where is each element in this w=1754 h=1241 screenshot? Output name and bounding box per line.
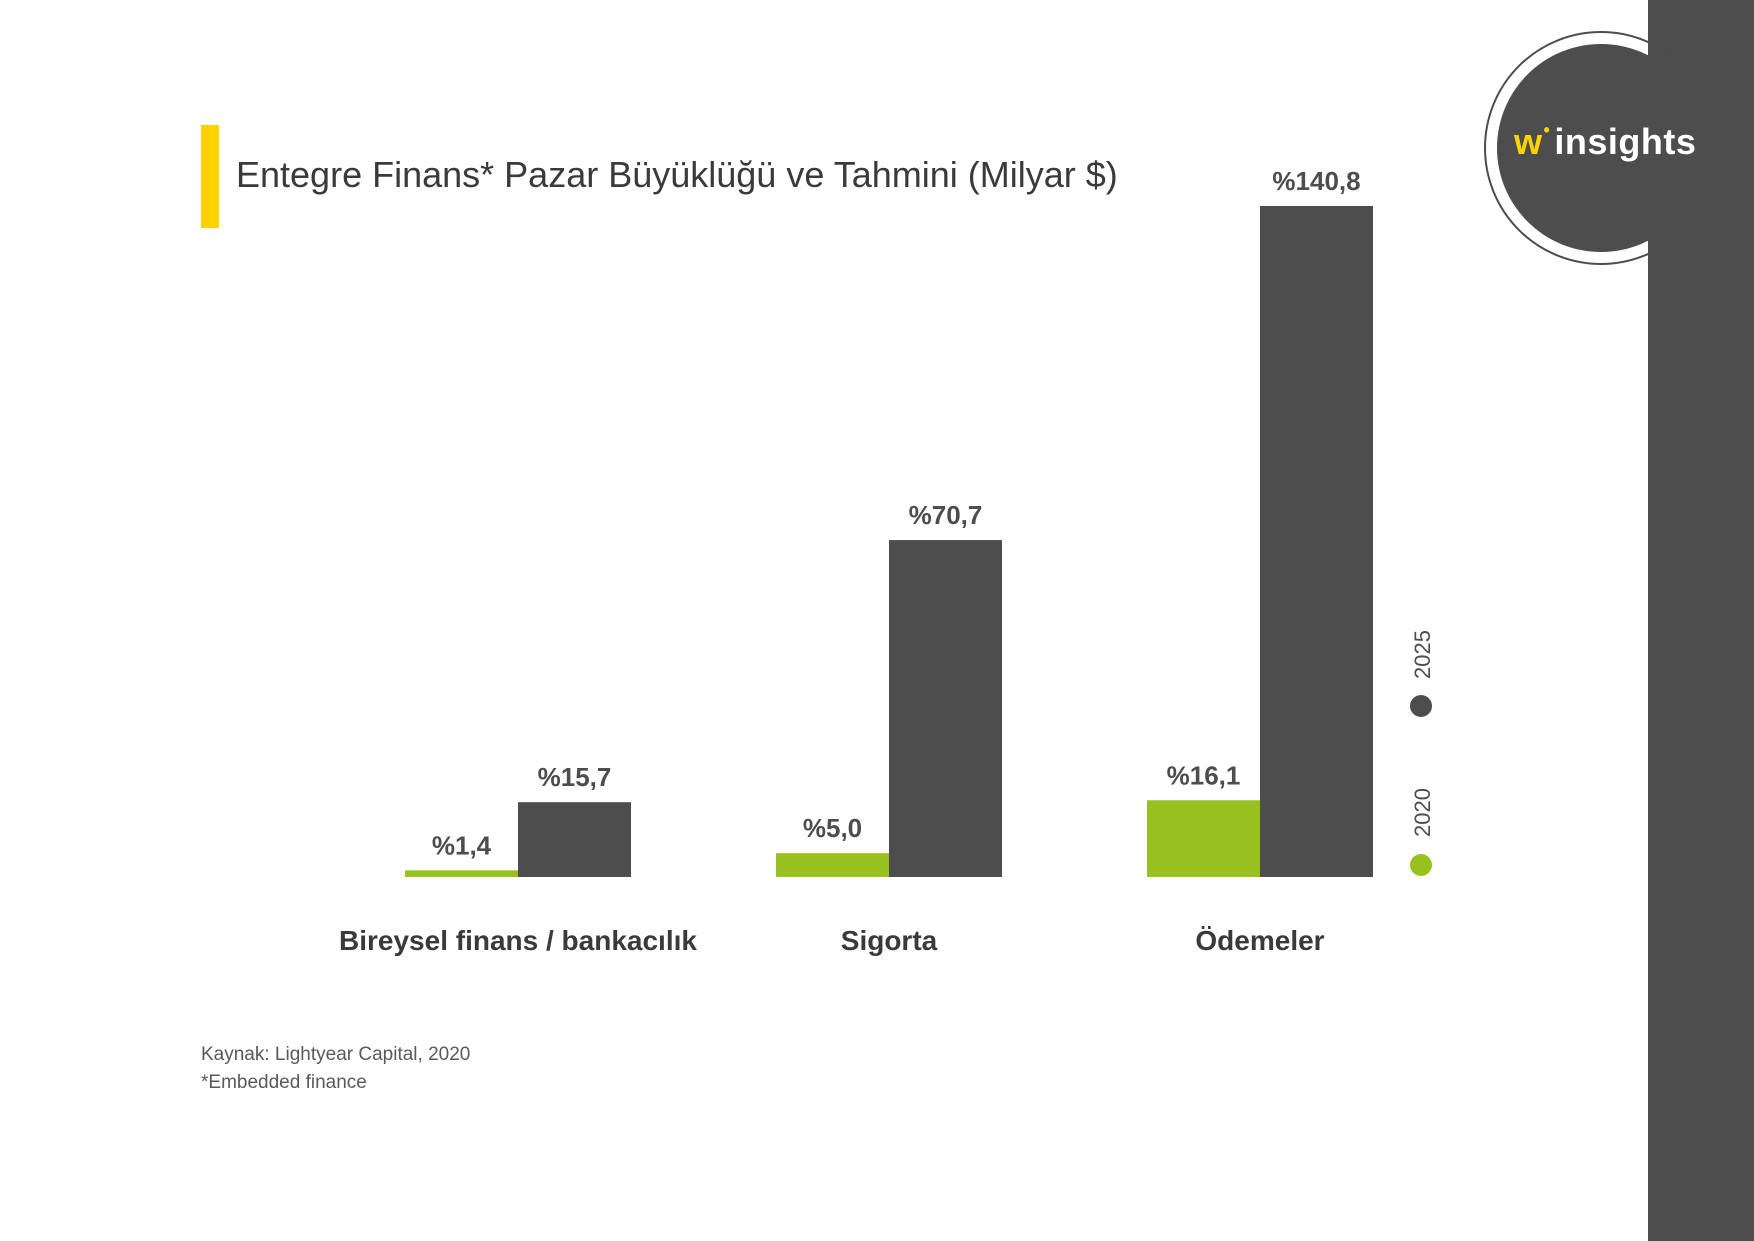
logo-wordmark: insights: [1554, 121, 1697, 162]
logo-w: w: [1514, 121, 1543, 162]
bar-2025-0: [518, 802, 631, 877]
category-label-2: Ödemeler: [1195, 925, 1324, 956]
bar-2020-1: [776, 853, 889, 877]
category-label-1: Sigorta: [841, 925, 938, 956]
legend-marker-2020: [1410, 854, 1432, 876]
bar-2020-0: [405, 870, 518, 877]
data-label-2025-2: %140,8: [1272, 166, 1360, 196]
legend-label-2020: 2020: [1410, 788, 1435, 837]
source-text: Kaynak: Lightyear Capital, 2020: [201, 1044, 471, 1065]
logo-disc: [1497, 44, 1705, 252]
bar-2025-2: [1260, 206, 1373, 877]
category-label-0: Bireysel finans / bankacılık: [339, 925, 697, 956]
data-label-2025-1: %70,7: [909, 500, 983, 530]
title-accent-bar: [201, 125, 219, 228]
logo-dot: •: [1543, 120, 1551, 140]
bar-2020-2: [1147, 800, 1260, 877]
data-label-2020-1: %5,0: [803, 813, 862, 843]
legend-marker-2025: [1410, 695, 1432, 717]
bar-2025-1: [889, 540, 1002, 877]
logo-ring: [1484, 31, 1718, 265]
chart-title: Entegre Finans* Pazar Büyüklüğü ve Tahmi…: [236, 154, 1118, 195]
legend-label-2025: 2025: [1410, 630, 1435, 679]
footnote-text: *Embedded finance: [201, 1072, 367, 1093]
data-label-2020-0: %1,4: [432, 830, 492, 860]
data-label-2025-0: %15,7: [538, 762, 612, 792]
winsights-logo: w• insights: [1514, 120, 1714, 180]
data-label-2020-2: %16,1: [1167, 760, 1241, 790]
